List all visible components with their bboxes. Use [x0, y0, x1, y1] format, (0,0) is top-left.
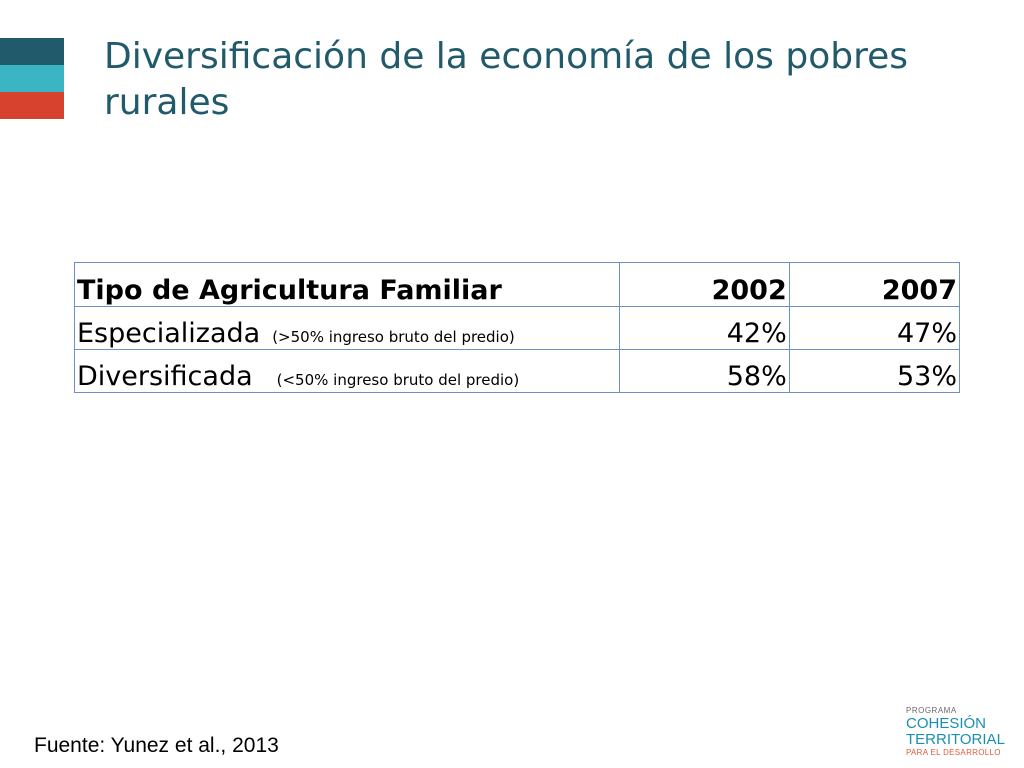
type-label: Especializada [77, 318, 261, 349]
accent-bars [0, 38, 64, 119]
cell-2007: 47% [788, 306, 961, 350]
accent-bar-red [0, 92, 64, 119]
cell-2002: 42% [618, 306, 790, 350]
accent-bar-dark [0, 38, 64, 65]
table-row: Especializada (>50% ingreso bruto del pre… [74, 306, 961, 350]
header-type: Tipo de Agricultura Familiar [74, 262, 620, 307]
slide-title: Diversificación de la economía de los po… [104, 36, 908, 123]
type-note: (>50% ingreso bruto del predio) [272, 328, 515, 346]
logo-subtitle-text: PARA EL DESARROLLO [906, 748, 1001, 757]
header-2007: 2007 [788, 262, 961, 307]
cell-2007: 53% [788, 349, 961, 393]
logo-program-text: PROGRAMA [906, 706, 957, 715]
header-2002: 2002 [618, 262, 790, 307]
cell-type: Especializada (>50% ingreso bruto del pre… [74, 306, 620, 350]
type-label: Diversificada [77, 361, 253, 392]
table-header-row: Tipo de Agricultura Familiar 2002 2007 [74, 262, 961, 307]
program-logo: PROGRAMA COHESIÓN TERRITORIAL PARA EL DE… [906, 707, 1016, 757]
logo-cohesion-text: COHESIÓN [906, 715, 987, 732]
type-note: (<50% ingreso bruto del predio) [276, 371, 520, 389]
cell-type: Diversificada (<50% ingreso bruto del pre… [74, 349, 620, 393]
table-row: Diversificada (<50% ingreso bruto del pre… [74, 349, 961, 393]
cell-2002: 58% [618, 349, 790, 393]
agriculture-table: Tipo de Agricultura Familiar 2002 2007 E… [74, 262, 961, 393]
logo-territorial-text: TERRITORIAL [906, 731, 1005, 748]
accent-bar-teal [0, 65, 64, 92]
source-citation: Fuente: Yunez et al., 2013 [34, 734, 279, 757]
